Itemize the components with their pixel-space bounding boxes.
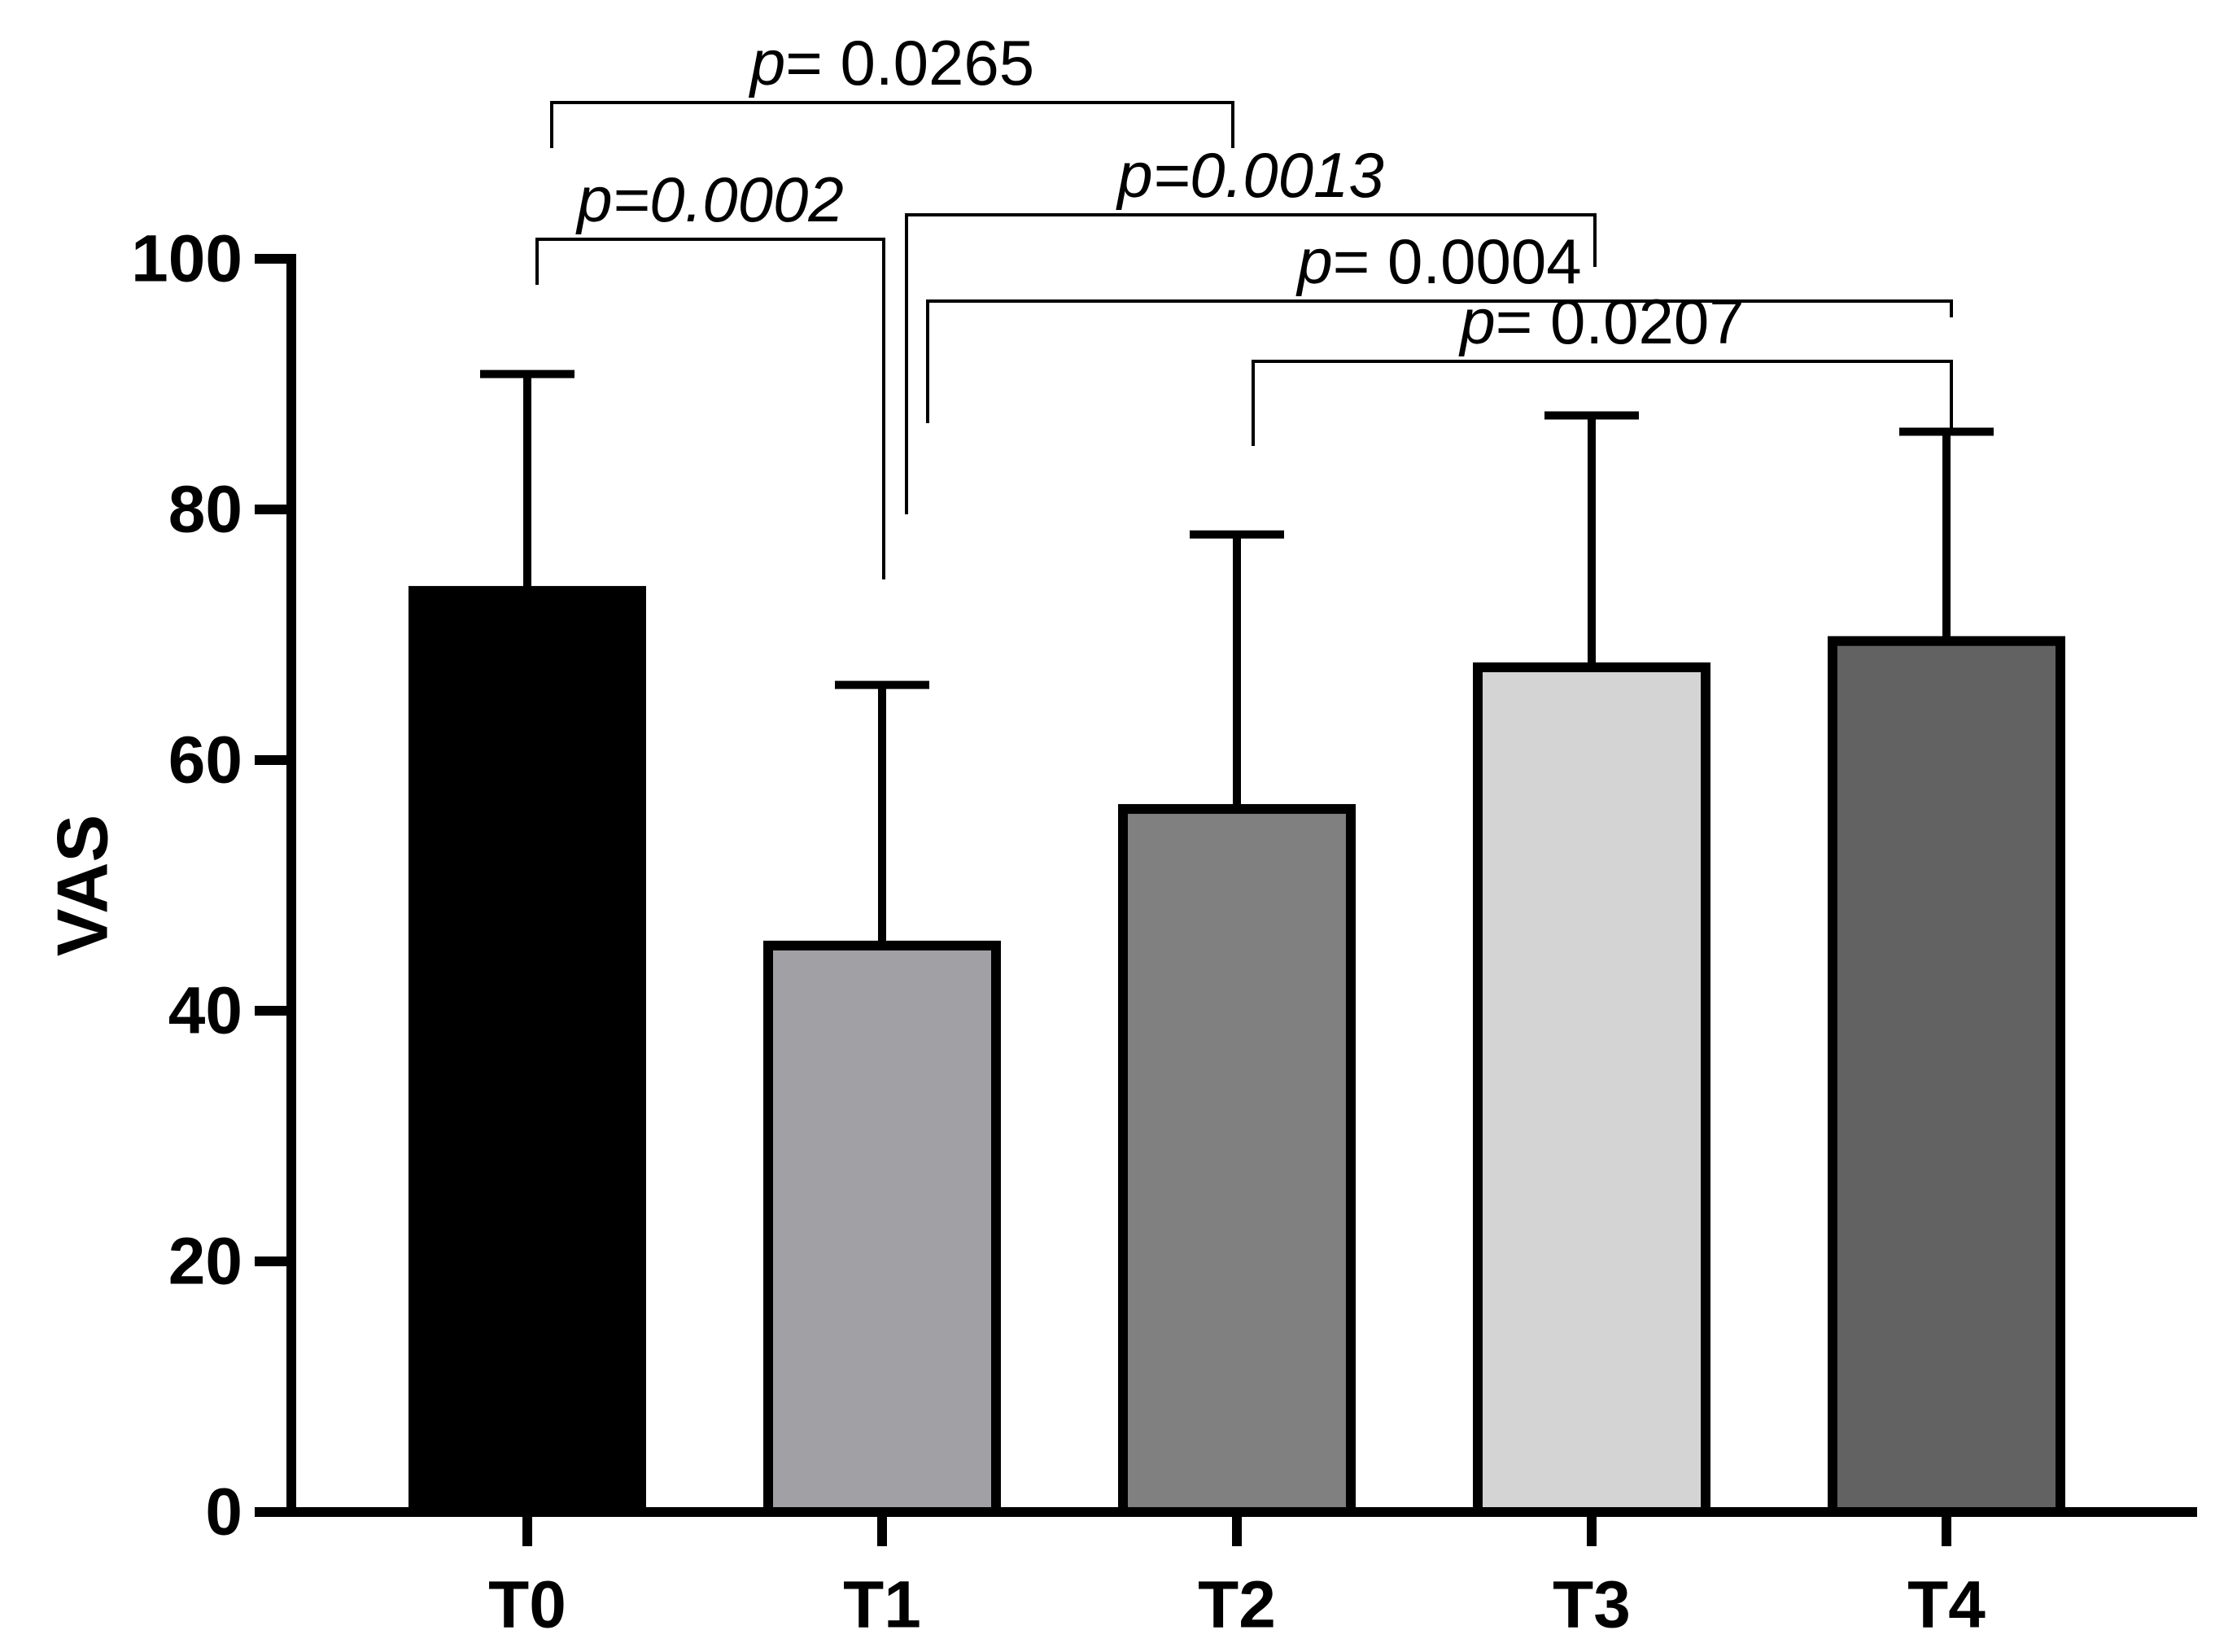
p-value: = 0.0207 (1496, 286, 1745, 357)
x-tick-label-T0: T0 (488, 1568, 566, 1642)
x-tick-label-T3: T3 (1553, 1568, 1631, 1642)
bar-T1 (763, 940, 1001, 1518)
bar-T3 (1473, 662, 1710, 1517)
bracket-T2-T4: p= 0.0207 (1252, 286, 1953, 446)
x-tick-label-T2: T2 (1198, 1568, 1276, 1642)
p-symbol: p (749, 27, 785, 98)
bar-T0 (408, 586, 646, 1517)
bracket-T1-T3: p=0.0013 (905, 139, 1597, 514)
y-axis: 0 20 40 60 80 100 (131, 222, 296, 1549)
bracket-line-T0-T2 (550, 101, 1234, 148)
bracket-line-T1-T3 (905, 213, 1597, 514)
p-value-label-T0-T2: p= 0.0265 (749, 27, 1034, 98)
p-symbol: p (1116, 139, 1152, 211)
p-value-label-T1-T3: p=0.0013 (1116, 139, 1384, 211)
p-value-label-T1-T4: p= 0.0004 (1295, 225, 1581, 297)
p-value: = 0.0004 (1333, 225, 1582, 297)
y-tick-label-100: 100 (131, 222, 242, 296)
x-tick-label-T4: T4 (1907, 1568, 1986, 1642)
y-tick-label-40: 40 (168, 974, 242, 1048)
bracket-T0-T2: p= 0.0265 (550, 27, 1234, 148)
y-tick-label-20: 20 (168, 1225, 242, 1299)
x-tick-label-T1: T1 (843, 1568, 921, 1642)
p-value: =0.0013 (1153, 139, 1384, 211)
p-symbol: p (575, 164, 612, 235)
p-value: = 0.0265 (785, 27, 1034, 98)
bracket-line-T0-T1 (535, 238, 885, 579)
bars (408, 586, 2065, 1518)
y-tick-label-80: 80 (168, 473, 242, 547)
bracket-T0-T1: p=0.0002 (535, 164, 885, 579)
y-tick-label-0: 0 (205, 1475, 242, 1549)
p-value-label-T2-T4: p= 0.0207 (1458, 286, 1744, 357)
p-symbol: p (1295, 225, 1332, 297)
bar-T2 (1118, 804, 1356, 1517)
error-bars (480, 369, 1994, 946)
y-axis-title: VAS (42, 815, 122, 956)
p-value: =0.0002 (613, 164, 844, 235)
p-symbol: p (1458, 286, 1495, 357)
y-tick-label-60: 60 (168, 723, 242, 798)
bar-T4 (1828, 636, 2065, 1518)
bracket-line-T1-T4 (926, 299, 1953, 423)
x-axis: T0 T1 T2 T3 T4 (286, 1507, 2197, 1642)
bracket-line-T2-T4 (1252, 360, 1953, 446)
p-value-label-T0-T1: p=0.0002 (575, 164, 844, 235)
bracket-T1-T4: p= 0.0004 (926, 225, 1953, 423)
